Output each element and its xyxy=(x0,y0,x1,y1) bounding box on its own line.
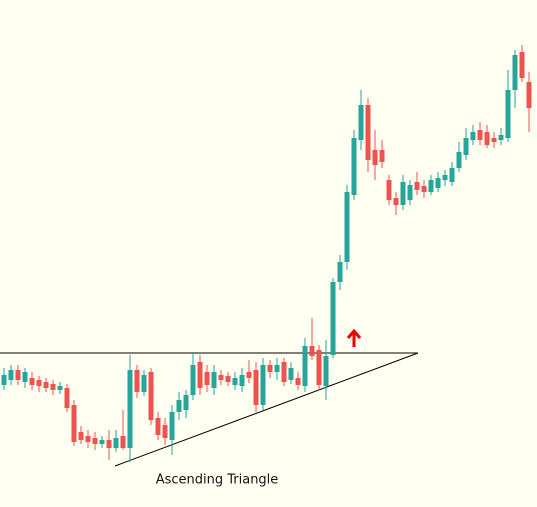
candle-body xyxy=(113,438,119,448)
candle-body xyxy=(400,182,406,205)
candle-body xyxy=(421,186,427,192)
candle-body xyxy=(232,378,238,385)
candle-body xyxy=(246,372,252,378)
candle-body xyxy=(484,132,490,145)
candle-body xyxy=(505,90,511,138)
candle-body xyxy=(36,380,42,386)
candle-body xyxy=(211,372,217,388)
candle-body xyxy=(316,350,322,385)
candle-body xyxy=(386,180,392,200)
candle-body xyxy=(8,370,14,380)
candle-body xyxy=(449,168,455,182)
candle-body xyxy=(239,375,245,386)
candle-body xyxy=(267,365,273,372)
candle-body xyxy=(393,198,399,205)
candle-body xyxy=(183,395,189,410)
breakout-arrow xyxy=(346,328,362,347)
candle-body xyxy=(414,182,420,190)
support-trendline xyxy=(114,352,419,467)
candle-body xyxy=(225,376,231,382)
candle-body xyxy=(351,138,357,195)
candle-body xyxy=(526,82,532,108)
candle-body xyxy=(148,372,154,420)
candle-body xyxy=(218,375,224,380)
candle-body xyxy=(120,436,126,448)
candle-body xyxy=(1,375,7,385)
candle-body xyxy=(442,175,448,180)
candle-body xyxy=(29,378,35,385)
candle-body xyxy=(498,135,504,140)
candle-body xyxy=(512,55,518,90)
candle-body xyxy=(323,356,329,386)
candle-body xyxy=(330,282,336,355)
candle-body xyxy=(50,384,56,390)
candle-body xyxy=(127,370,133,448)
annotation: Ascending Triangle xyxy=(156,473,279,488)
candle-body xyxy=(456,152,462,168)
candle-body xyxy=(428,180,434,192)
candle-body xyxy=(260,365,266,405)
candle-body xyxy=(372,150,378,165)
candle-body xyxy=(99,440,105,444)
candle-body xyxy=(204,372,210,385)
candle-body xyxy=(197,362,203,388)
candle-body xyxy=(155,418,161,435)
candle-body xyxy=(169,412,175,440)
candle-body xyxy=(477,130,483,140)
candle-body xyxy=(288,368,294,380)
candle-body xyxy=(141,375,147,392)
candle-body xyxy=(78,432,84,440)
candle-body xyxy=(106,440,112,448)
candle-body xyxy=(162,425,168,438)
candle-body xyxy=(491,138,497,142)
candle-body xyxy=(57,386,63,390)
candle-body xyxy=(435,178,441,188)
candle-body xyxy=(64,388,70,408)
candle-body xyxy=(85,436,91,442)
candle-body xyxy=(134,370,140,392)
candle-body xyxy=(302,346,308,386)
candle-body xyxy=(15,370,21,380)
candle-body xyxy=(253,370,259,405)
candle-body xyxy=(344,192,350,262)
candle-body xyxy=(22,372,28,382)
candle-body xyxy=(519,52,525,78)
candle-body xyxy=(295,378,301,385)
candle-body xyxy=(337,262,343,282)
candle-body xyxy=(379,150,385,162)
candle-body xyxy=(358,105,364,140)
candle-body xyxy=(92,438,98,444)
candle-body xyxy=(470,132,476,140)
candle-body xyxy=(365,105,371,160)
candle-body xyxy=(190,365,196,395)
candle-body xyxy=(281,362,287,382)
candle-body xyxy=(71,405,77,442)
candle-body xyxy=(407,185,413,200)
candle-body xyxy=(176,400,182,412)
candle-body xyxy=(274,365,280,372)
candles xyxy=(1,45,532,462)
candle-body xyxy=(43,382,49,388)
candle-body xyxy=(463,138,469,155)
candle-body xyxy=(309,346,315,356)
